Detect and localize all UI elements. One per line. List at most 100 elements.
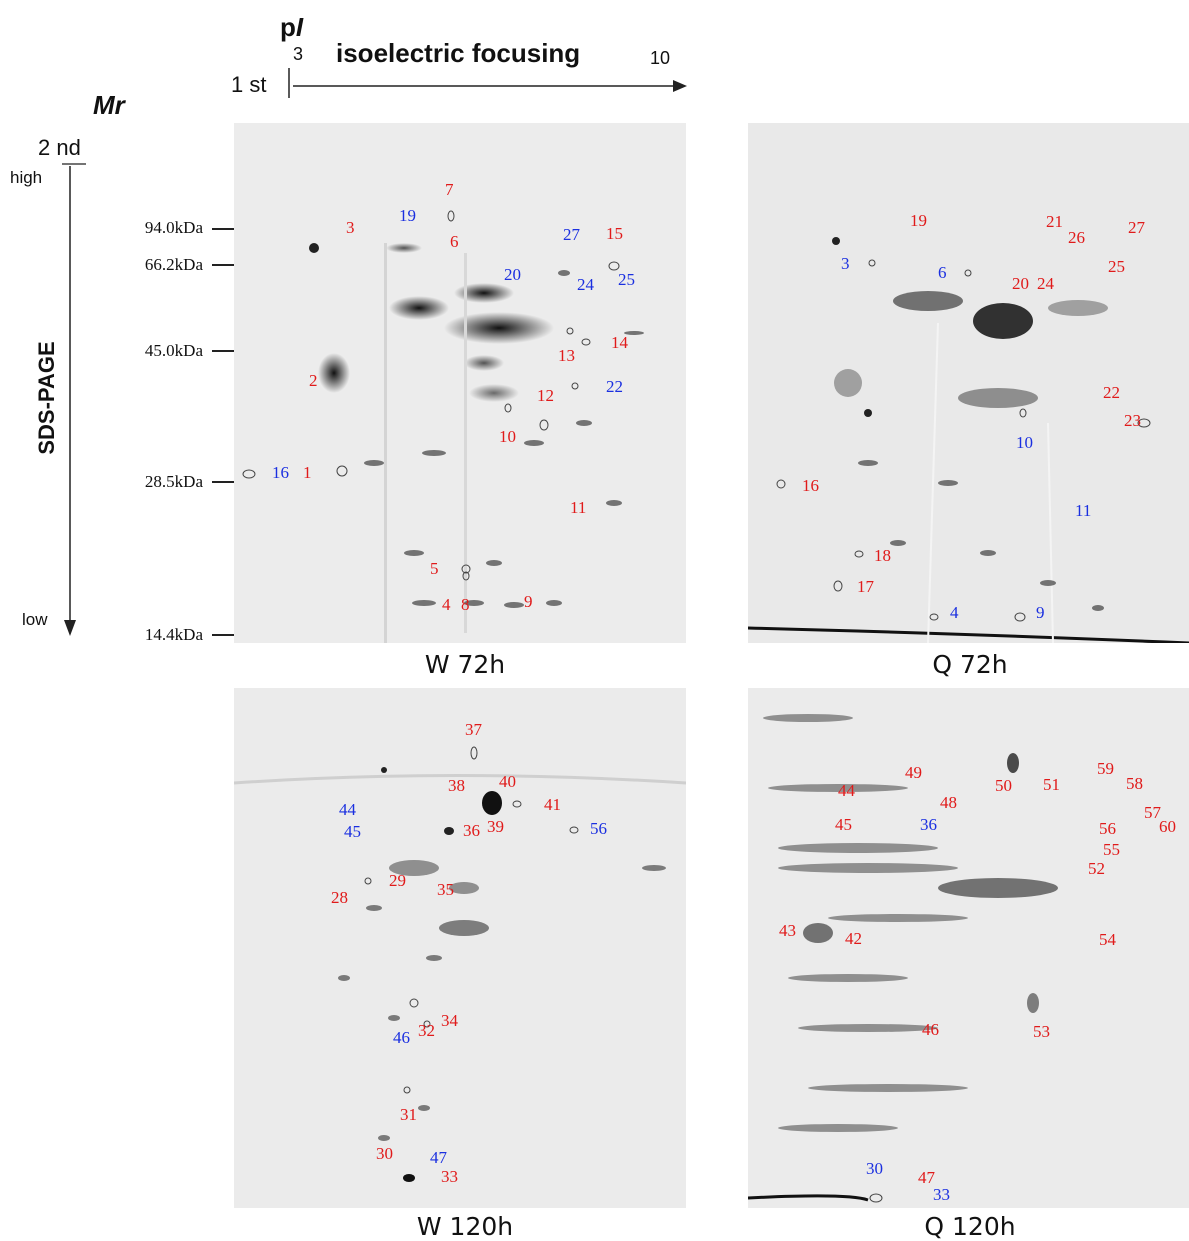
- spot-label: 2: [309, 371, 318, 390]
- spot-label: 54: [1099, 930, 1116, 949]
- spot-label: 49: [905, 763, 922, 782]
- spot-label: 25: [1108, 257, 1125, 276]
- spot-label: 18: [874, 546, 891, 565]
- ph-high-label: 10: [650, 48, 671, 68]
- spot-label: 6: [450, 232, 459, 251]
- gel-q120-image: [748, 714, 1058, 1203]
- spot-label: 33: [933, 1185, 950, 1204]
- spot-label: 20: [1012, 274, 1029, 293]
- spot-label: 9: [1036, 603, 1045, 622]
- spot-label: 53: [1033, 1022, 1050, 1041]
- gel-q72: [748, 123, 1189, 643]
- pi-label: p: [280, 12, 296, 42]
- spot-label: 4: [950, 603, 959, 622]
- spot-label: 44: [838, 781, 855, 800]
- spot-label: 28: [331, 888, 348, 907]
- spot-label: 52: [1088, 859, 1105, 878]
- spot-label: 44: [339, 800, 356, 819]
- marker-tick-14: [212, 634, 234, 636]
- first-dimension-label: 1 st: [231, 72, 267, 97]
- spot-label: 12: [537, 386, 554, 405]
- spot-label: 43: [779, 921, 796, 940]
- spot-label: 56: [590, 819, 607, 838]
- marker-28: 28.5kDa: [144, 472, 203, 491]
- second-dimension-label: 2 nd: [38, 135, 81, 160]
- spot-label: 36: [920, 815, 937, 834]
- high-label: high: [10, 168, 43, 187]
- spot-label: 23: [1124, 411, 1141, 430]
- spot-label: 25: [618, 270, 635, 289]
- caption-q120: Q 120h: [924, 1212, 1016, 1241]
- spot-label: 4: [442, 595, 451, 614]
- horizontal-axis-arrow: [288, 68, 687, 98]
- spot-label: 24: [577, 275, 594, 294]
- spot-label: 41: [544, 795, 561, 814]
- marker-tick-66: [212, 264, 234, 266]
- spot-label: 30: [866, 1159, 883, 1178]
- spot-label: 34: [441, 1011, 458, 1030]
- spot-label: 5: [430, 559, 439, 578]
- spot-label: 22: [1103, 383, 1120, 402]
- spot-label: 1: [303, 463, 312, 482]
- spot-label: 32: [418, 1021, 435, 1040]
- spot-label: 46: [393, 1028, 410, 1047]
- gel-w72-image: [242, 210, 644, 643]
- spot-label: 47: [430, 1148, 447, 1167]
- marker-tick-45: [212, 350, 234, 352]
- marker-45: 45.0kDa: [144, 341, 203, 360]
- spot-label: 26: [1068, 228, 1085, 247]
- spot-label: 14: [611, 333, 628, 352]
- spot-label: 33: [441, 1167, 458, 1186]
- gel-q72-image: [748, 237, 1189, 643]
- spot-label: 36: [463, 821, 480, 840]
- ph-low-label: 3: [293, 44, 304, 64]
- gel-q120: [748, 688, 1189, 1208]
- spot-label: 30: [376, 1144, 393, 1163]
- spot-label: 24: [1037, 274, 1054, 293]
- marker-66: 66.2kDa: [144, 255, 203, 274]
- spot-label: 60: [1159, 817, 1176, 836]
- spot-label: 55: [1103, 840, 1120, 859]
- gel-w120: [234, 688, 686, 1208]
- spot-label: 19: [399, 206, 416, 225]
- marker-94: 94.0kDa: [144, 218, 203, 237]
- spot-label: 6: [938, 263, 947, 282]
- spot-label: 3: [841, 254, 850, 273]
- spot-label: 21: [1046, 212, 1063, 231]
- spot-label: 17: [857, 577, 874, 596]
- vertical-axis-arrow: [62, 163, 86, 636]
- spot-label: 22: [606, 377, 623, 396]
- spot-label: 40: [499, 772, 516, 791]
- spot-label: 10: [499, 427, 516, 446]
- spot-label: 37: [465, 720, 482, 739]
- caption-q72: Q 72h: [932, 650, 1008, 679]
- spot-label: 39: [487, 817, 504, 836]
- spot-label: 19: [910, 211, 927, 230]
- spot-label: 13: [558, 346, 575, 365]
- pi-italic: I: [295, 12, 304, 42]
- spot-label: 58: [1126, 774, 1143, 793]
- spot-label: 7: [445, 180, 454, 199]
- spot-label: 27: [563, 225, 580, 244]
- marker-tick-28: [212, 481, 234, 483]
- low-label: low: [22, 610, 48, 629]
- spot-label: 59: [1097, 759, 1114, 778]
- spot-label: 51: [1043, 775, 1060, 794]
- spot-label: 15: [606, 224, 623, 243]
- spot-label: 46: [922, 1020, 939, 1039]
- sds-page-label: SDS-PAGE: [34, 341, 59, 455]
- pi-axis-title: pI: [280, 12, 303, 43]
- mr-label: Mr: [93, 90, 125, 120]
- caption-w72: W 72h: [424, 650, 506, 679]
- spot-label: 45: [344, 822, 361, 841]
- focusing-label: isoelectric focusing: [336, 38, 581, 68]
- spot-label: 29: [389, 871, 406, 890]
- spot-label: 35: [437, 880, 454, 899]
- caption-w120: W 120h: [416, 1212, 514, 1241]
- spot-label: 10: [1016, 433, 1033, 452]
- spot-label: 56: [1099, 819, 1116, 838]
- spot-label: 31: [400, 1105, 417, 1124]
- spot-label: 16: [272, 463, 289, 482]
- spot-label: 38: [448, 776, 465, 795]
- spot-label: 20: [504, 265, 521, 284]
